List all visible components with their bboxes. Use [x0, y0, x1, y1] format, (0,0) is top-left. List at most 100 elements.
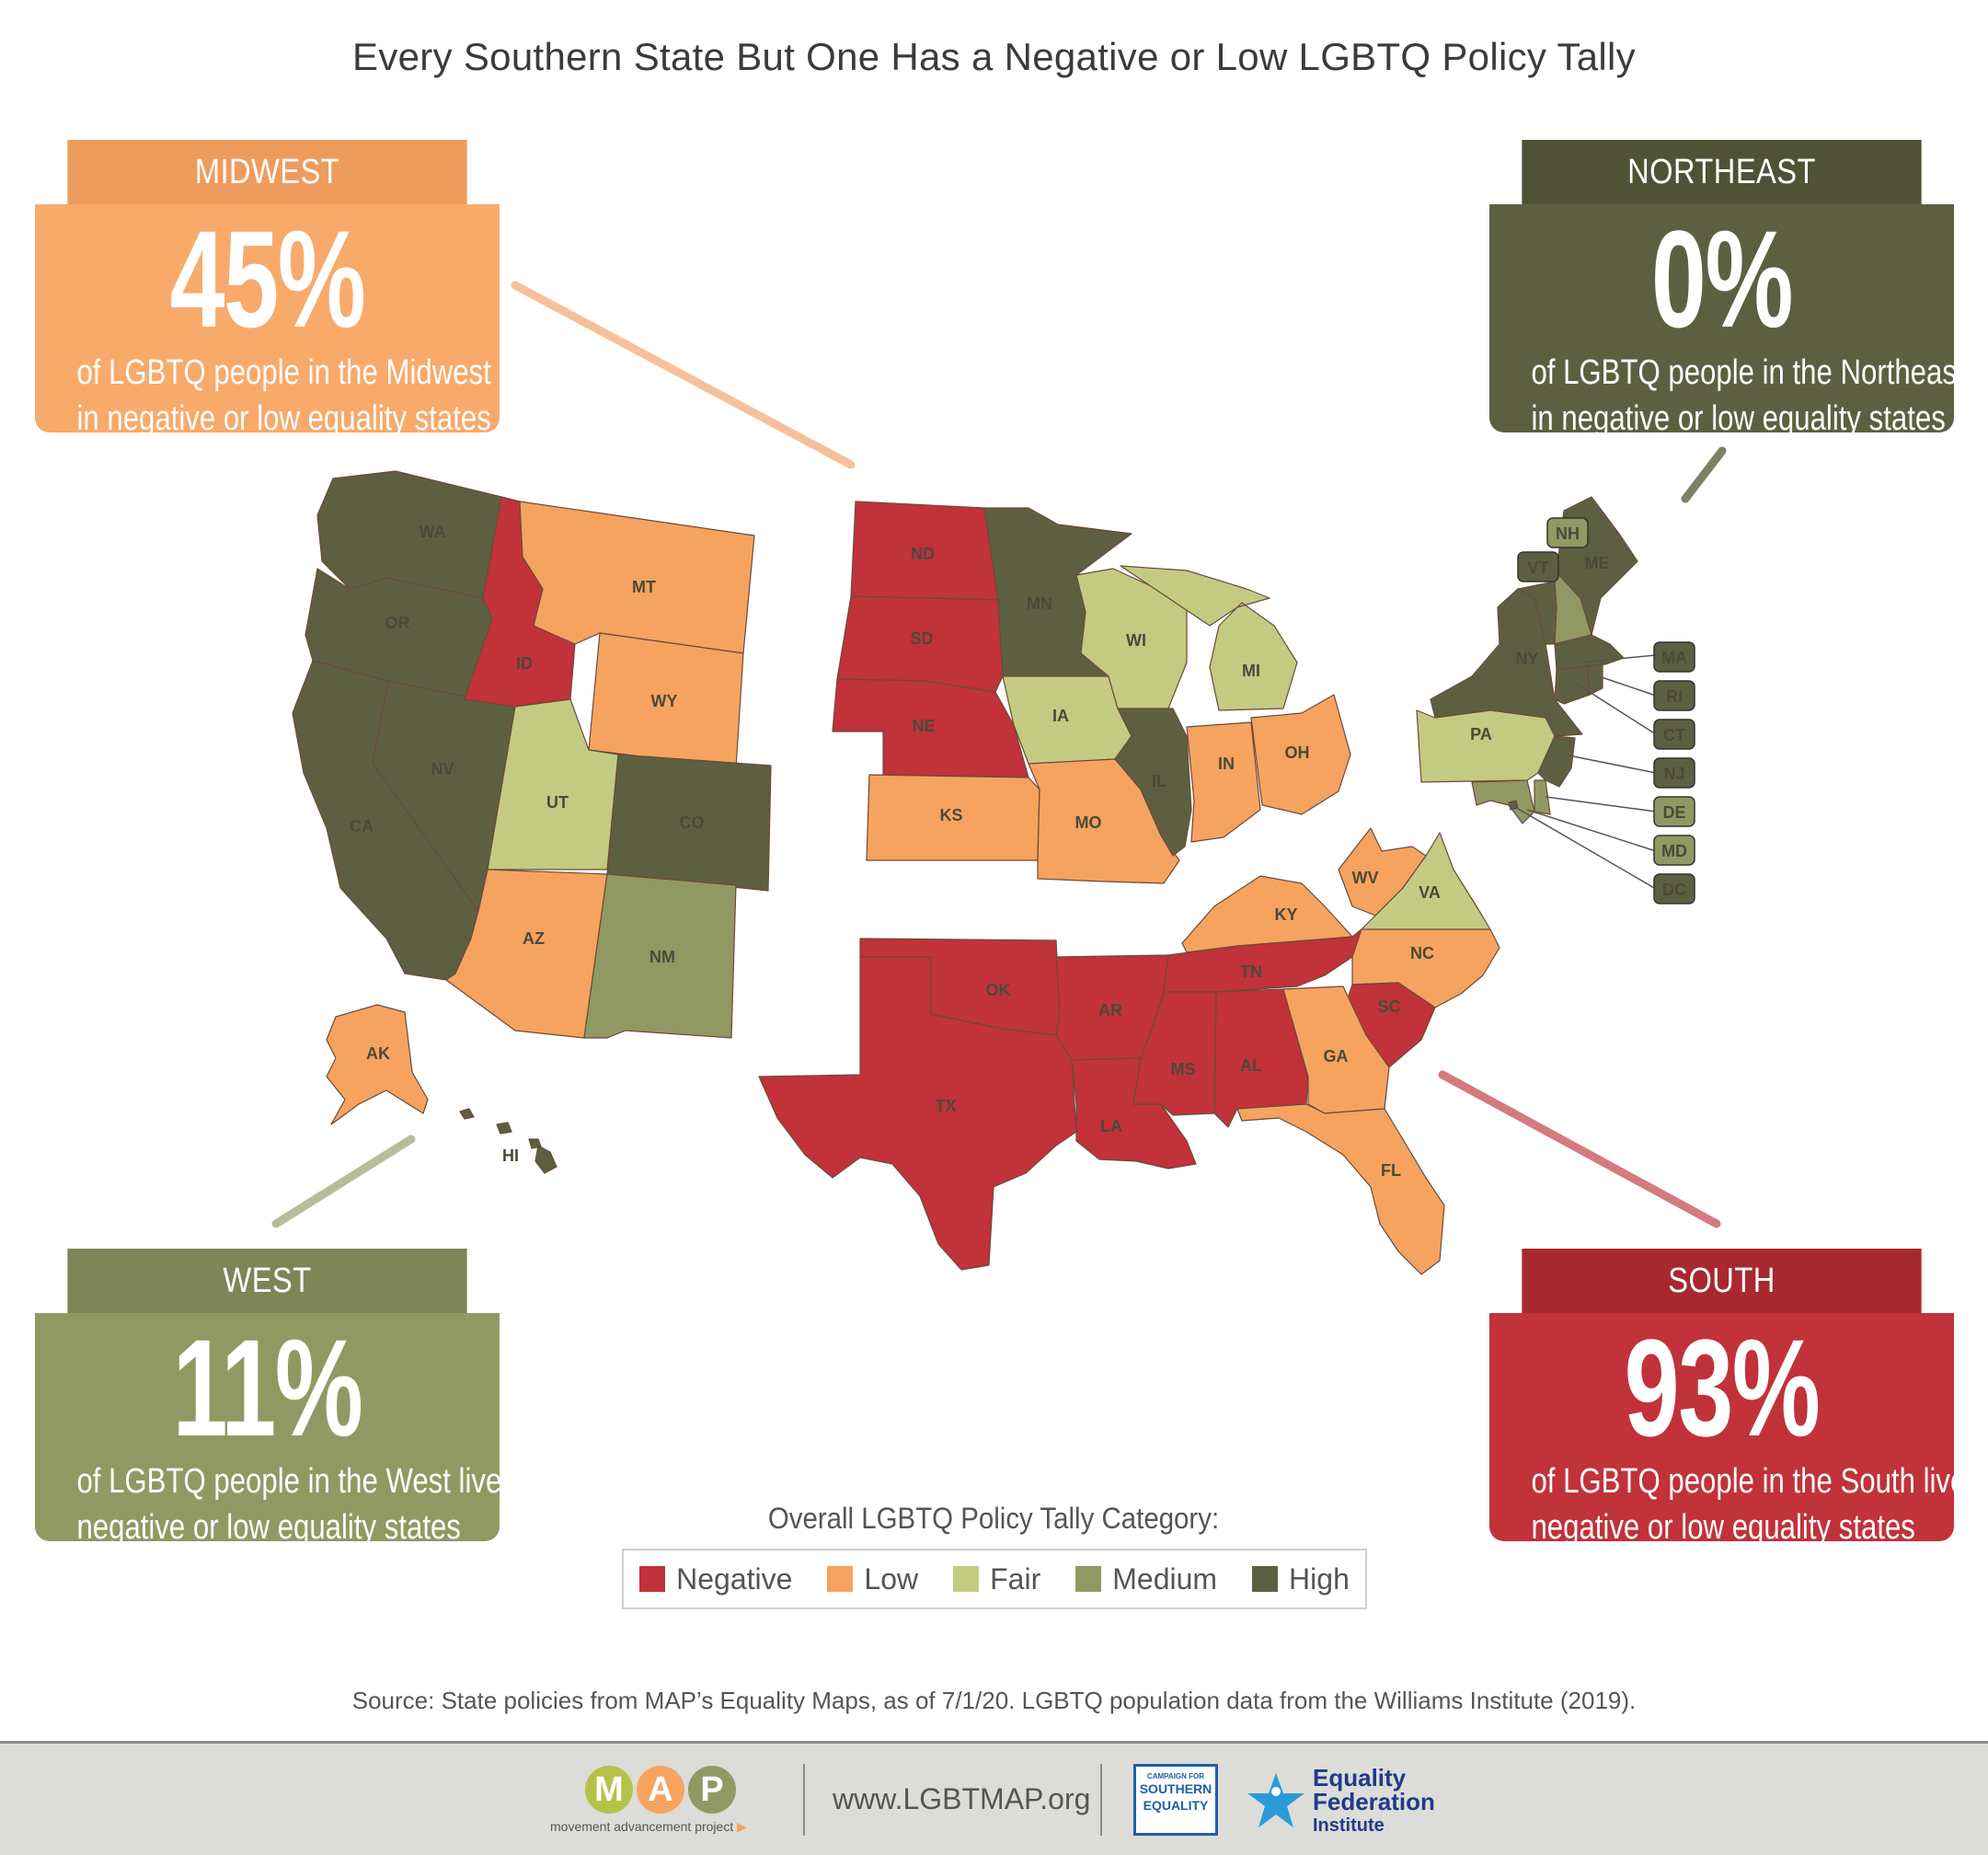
label-IL: IL [1152, 772, 1166, 790]
us-map: WA OR CA NV ID MT WY UT CO AZ NM AK HI N… [271, 281, 1727, 1275]
state-NJ[interactable] [1537, 735, 1576, 788]
state-MD[interactable] [1471, 779, 1535, 824]
legend-title: Overall LGBTQ Policy Tally Category: [767, 1502, 1220, 1535]
state-AK[interactable] [326, 1004, 429, 1125]
label-VA: VA [1419, 883, 1441, 902]
equality-federation-logo[interactable]: Equality Federation Institute [1247, 1764, 1467, 1838]
label-TN: TN [1240, 962, 1262, 981]
label-LA: LA [1100, 1117, 1122, 1135]
state-CO[interactable] [606, 754, 772, 892]
label-NC: NC [1410, 944, 1434, 962]
label-MD: MD [1661, 842, 1687, 860]
label-NM: NM [649, 948, 675, 966]
website-link[interactable]: www.LGBTMAP.org [833, 1782, 1091, 1815]
page-title: Every Southern State But One Has a Negat… [352, 35, 1636, 78]
play-arrow-icon: ▶ [737, 1819, 747, 1834]
callout-west-header: WEST [67, 1249, 467, 1313]
label-WY: WY [651, 692, 678, 710]
legend-item-low: Low [827, 1562, 918, 1596]
state-HI[interactable] [459, 1108, 557, 1174]
state-KY[interactable] [1181, 875, 1353, 953]
callout-west-description: of LGBTQ people in the West live in nega… [76, 1462, 500, 1541]
state-RI[interactable] [1586, 663, 1603, 696]
connector-northeast [1681, 446, 1727, 503]
label-HI: HI [502, 1146, 519, 1165]
state-MT[interactable] [519, 501, 755, 654]
star-icon [1247, 1773, 1304, 1827]
callout-midwest-description: of LGBTQ people in the Midwest live in n… [76, 353, 500, 432]
callout-south-description: of LGBTQ people in the South live in neg… [1531, 1462, 1954, 1541]
state-DE[interactable] [1534, 779, 1551, 815]
callout-west: WEST 11% of LGBTQ people in the West liv… [35, 1249, 500, 1541]
callout-midwest-header: MIDWEST [67, 140, 467, 204]
footer: M A P movement advancement project ▶ www… [0, 1741, 1988, 1855]
map-logo[interactable]: M A P movement advancement project ▶ [550, 1766, 780, 1839]
label-AR: AR [1098, 1001, 1122, 1020]
legend: Negative Low Fair Medium High [622, 1549, 1367, 1609]
label-FL: FL [1381, 1161, 1401, 1180]
callout-south: SOUTH 93% of LGBTQ people in the South l… [1489, 1249, 1954, 1541]
label-MI: MI [1242, 662, 1260, 680]
label-MS: MS [1171, 1060, 1196, 1078]
state-IN[interactable] [1186, 721, 1261, 843]
callout-south-percent: 93% [1624, 1310, 1821, 1465]
callout-west-percent: 11% [172, 1310, 363, 1465]
source-note: Source: State policies from MAP’s Equali… [351, 1687, 1637, 1714]
label-IA: IA [1052, 707, 1069, 725]
label-PA: PA [1470, 725, 1492, 743]
state-PA[interactable] [1416, 709, 1556, 783]
callout-northeast-percent: 0% [1650, 202, 1794, 356]
label-TX: TX [935, 1097, 956, 1115]
label-CA: CA [350, 817, 373, 835]
campaign-southern-equality-logo[interactable]: CAMPAIGN FOR SOUTHERN EQUALITY [1133, 1764, 1218, 1836]
label-RI: RI [1666, 687, 1683, 706]
label-MO: MO [1075, 813, 1102, 832]
callout-midwest-percent: 45% [169, 202, 366, 356]
label-WI: WI [1126, 631, 1146, 650]
state-NM[interactable] [583, 873, 737, 1039]
legend-swatch [1075, 1566, 1102, 1592]
label-MT: MT [632, 578, 656, 596]
label-NH: NH [1556, 524, 1580, 543]
label-IN: IN [1218, 755, 1235, 773]
map-letter-p: P [688, 1766, 736, 1814]
state-CT[interactable] [1554, 665, 1591, 705]
ne-badges: NH VT MA RI CT NJ DE MD DC [1517, 517, 1695, 904]
label-DC: DC [1662, 881, 1686, 899]
label-UT: UT [546, 793, 569, 812]
state-OH[interactable] [1250, 694, 1351, 815]
map-letter-m: M [585, 1766, 633, 1814]
state-TX[interactable] [758, 956, 1077, 1271]
label-NY: NY [1515, 650, 1538, 668]
map-tagline: movement advancement project ▶ [550, 1819, 747, 1834]
label-WV: WV [1352, 869, 1379, 887]
callout-northeast-header: NORTHEAST [1522, 140, 1922, 204]
footer-divider [1100, 1764, 1102, 1836]
legend-swatch [953, 1566, 980, 1592]
label-OH: OH [1285, 743, 1310, 762]
label-VT: VT [1527, 559, 1548, 577]
label-MN: MN [1027, 594, 1052, 613]
legend-item-medium: Medium [1075, 1562, 1217, 1596]
map-letter-a: A [637, 1766, 684, 1814]
callout-midwest: MIDWEST 45% of LGBTQ people in the Midwe… [35, 140, 500, 432]
label-WA: WA [419, 523, 446, 541]
state-FL[interactable] [1236, 1103, 1445, 1275]
callout-northeast: NORTHEAST 0% of LGBTQ people in the Nort… [1489, 140, 1954, 432]
callout-south-header: SOUTH [1522, 1249, 1922, 1313]
label-AL: AL [1240, 1056, 1262, 1075]
label-CT: CT [1663, 726, 1685, 744]
label-ME: ME [1585, 554, 1610, 572]
legend-swatch [827, 1566, 854, 1592]
state-IL[interactable] [1114, 708, 1192, 857]
label-MA: MA [1661, 649, 1687, 667]
legend-swatch [639, 1566, 666, 1592]
label-SC: SC [1377, 997, 1400, 1016]
state-MI[interactable] [1120, 565, 1298, 711]
legend-item-fair: Fair [953, 1562, 1040, 1596]
legend-swatch [1252, 1566, 1279, 1592]
label-NE: NE [912, 717, 935, 735]
state-WA[interactable] [316, 470, 502, 599]
label-KS: KS [939, 806, 962, 824]
label-AK: AK [366, 1044, 390, 1063]
